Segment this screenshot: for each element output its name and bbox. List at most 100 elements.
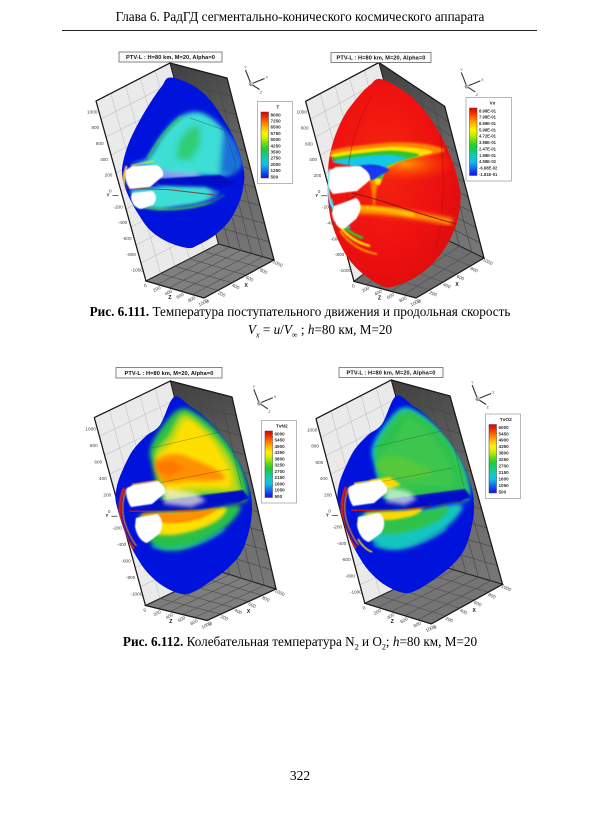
svg-text:8.98E-01: 8.98E-01	[479, 108, 497, 113]
svg-text:3.98E-01: 3.98E-01	[479, 140, 497, 145]
svg-text:800: 800	[301, 126, 309, 131]
svg-text:6000: 6000	[499, 425, 510, 430]
svg-text:0: 0	[205, 299, 210, 305]
svg-text:0: 0	[108, 509, 111, 514]
svg-text:5450: 5450	[499, 431, 510, 436]
svg-text:4350: 4350	[275, 450, 286, 455]
svg-text:Z: Z	[169, 619, 172, 625]
svg-text:5450: 5450	[275, 438, 286, 443]
svg-text:1000: 1000	[482, 257, 494, 266]
svg-text:1000: 1000	[307, 427, 318, 432]
svg-text:3500: 3500	[271, 150, 282, 155]
svg-text:7250: 7250	[271, 119, 282, 124]
svg-text:800: 800	[413, 620, 423, 628]
svg-text:-400: -400	[117, 542, 127, 547]
svg-text:600: 600	[399, 616, 409, 624]
svg-text:-1000: -1000	[131, 268, 143, 273]
svg-text:Z: Z	[476, 93, 479, 97]
svg-text:-6.98E-02: -6.98E-02	[479, 165, 498, 170]
svg-text:1600: 1600	[275, 481, 286, 486]
svg-text:1000: 1000	[274, 588, 286, 597]
svg-text:400: 400	[320, 476, 328, 481]
svg-text:-800: -800	[346, 574, 356, 579]
svg-text:400: 400	[442, 282, 452, 290]
svg-text:3250: 3250	[275, 463, 286, 468]
svg-text:1000: 1000	[500, 583, 512, 592]
svg-text:X: X	[492, 391, 495, 395]
svg-text:Z: Z	[260, 91, 263, 95]
svg-text:5.98E-01: 5.98E-01	[479, 127, 497, 132]
svg-text:1050: 1050	[499, 483, 510, 488]
svg-text:800: 800	[487, 592, 497, 600]
svg-text:4250: 4250	[271, 143, 282, 148]
svg-text:2750: 2750	[271, 156, 282, 161]
svg-text:-1.81E-01: -1.81E-01	[479, 172, 498, 177]
svg-text:400: 400	[234, 608, 244, 616]
svg-text:-400: -400	[337, 541, 347, 546]
svg-text:0: 0	[143, 283, 148, 289]
svg-text:400: 400	[164, 288, 174, 296]
svg-text:800: 800	[469, 266, 479, 274]
svg-text:5750: 5750	[271, 131, 282, 136]
svg-text:400: 400	[386, 612, 396, 620]
svg-text:X: X	[274, 395, 277, 399]
svg-text:PTV-L : H=80 km, M=20, Alpha=0: PTV-L : H=80 km, M=20, Alpha=0	[126, 55, 215, 61]
svg-text:8000: 8000	[271, 112, 282, 117]
svg-text:Y: Y	[253, 385, 256, 389]
svg-text:0: 0	[142, 607, 147, 613]
svg-text:200: 200	[445, 616, 455, 624]
svg-text:800: 800	[259, 267, 269, 275]
svg-text:Y: Y	[471, 381, 474, 385]
svg-text:600: 600	[473, 600, 483, 608]
svg-text:200: 200	[373, 608, 383, 616]
svg-text:-200: -200	[112, 526, 122, 531]
svg-text:200: 200	[324, 492, 332, 497]
svg-text:200: 200	[152, 285, 162, 293]
svg-text:200: 200	[361, 285, 371, 293]
svg-text:4900: 4900	[275, 444, 286, 449]
svg-text:6.98E-01: 6.98E-01	[479, 121, 497, 126]
svg-text:0: 0	[318, 189, 321, 194]
svg-text:600: 600	[177, 615, 187, 623]
svg-text:-600: -600	[331, 236, 341, 241]
svg-text:1000: 1000	[410, 298, 422, 307]
svg-text:0: 0	[208, 621, 213, 627]
svg-text:200: 200	[429, 290, 439, 298]
svg-text:200: 200	[152, 609, 162, 617]
svg-text:-400: -400	[326, 221, 336, 226]
svg-text:0: 0	[417, 299, 422, 305]
svg-text:-200: -200	[333, 525, 343, 530]
svg-text:-1000: -1000	[130, 592, 142, 597]
svg-text:Vx: Vx	[489, 101, 495, 107]
svg-text:800: 800	[91, 125, 99, 130]
svg-text:400: 400	[459, 608, 469, 616]
svg-text:600: 600	[316, 460, 324, 465]
svg-text:Y: Y	[326, 513, 329, 518]
svg-text:1000: 1000	[198, 298, 210, 307]
svg-text:0: 0	[433, 625, 438, 631]
svg-text:4900: 4900	[499, 438, 510, 443]
svg-text:X: X	[266, 76, 269, 80]
svg-text:0: 0	[351, 283, 356, 289]
svg-text:Y: Y	[107, 192, 110, 197]
svg-text:2150: 2150	[499, 470, 510, 475]
svg-text:600: 600	[94, 459, 102, 464]
svg-text:1250: 1250	[271, 168, 282, 173]
svg-text:X: X	[247, 609, 251, 615]
svg-text:5000: 5000	[271, 137, 282, 142]
svg-text:4.72E-01: 4.72E-01	[479, 134, 497, 139]
svg-text:-1000: -1000	[339, 268, 351, 273]
svg-text:X: X	[245, 283, 249, 289]
svg-text:2000: 2000	[271, 162, 282, 167]
svg-text:Y: Y	[315, 193, 318, 198]
svg-text:4.98E-02: 4.98E-02	[479, 159, 497, 164]
svg-text:400: 400	[165, 612, 175, 620]
svg-text:800: 800	[189, 618, 199, 626]
svg-text:-400: -400	[118, 220, 128, 225]
svg-text:-200: -200	[322, 205, 332, 210]
svg-text:6500: 6500	[271, 125, 282, 130]
svg-text:1600: 1600	[499, 476, 510, 481]
svg-text:500: 500	[271, 174, 279, 179]
svg-text:200: 200	[220, 614, 230, 622]
svg-text:600: 600	[175, 292, 185, 300]
